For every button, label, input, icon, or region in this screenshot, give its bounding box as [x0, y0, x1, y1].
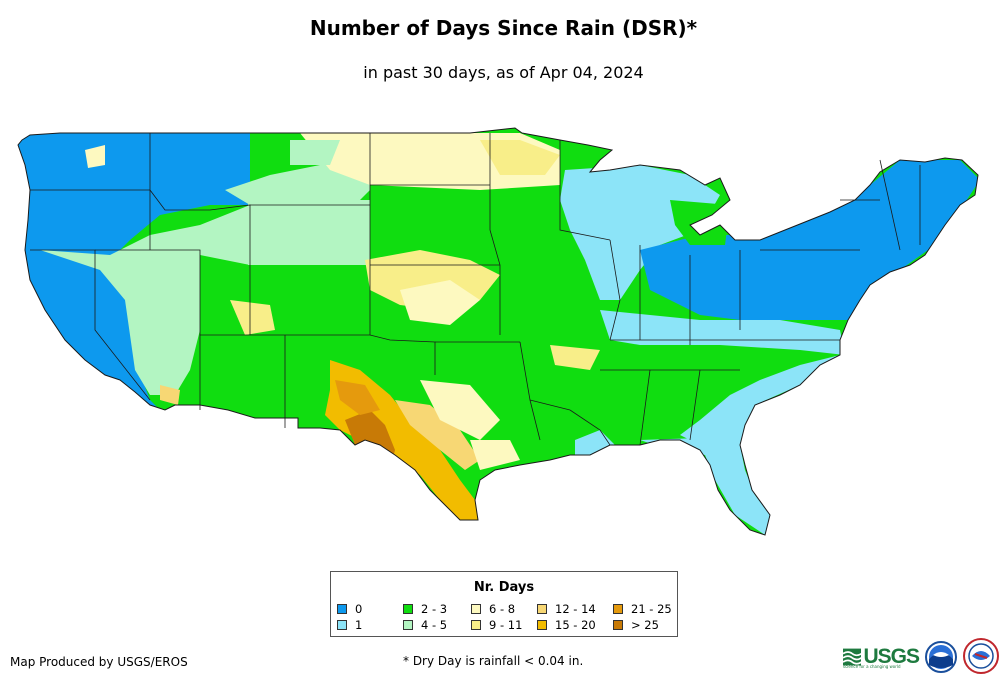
- dsr-region: [85, 145, 105, 168]
- nws-logo: [963, 638, 999, 674]
- legend-item: 15 - 20: [537, 618, 596, 632]
- state-border: [149, 189, 251, 265]
- legend-label: 6 - 8: [489, 602, 516, 616]
- usgs-wordmark: USGS: [863, 645, 920, 668]
- state-border: [369, 334, 436, 375]
- legend-title: Nr. Days: [473, 580, 535, 595]
- legend-item: 9 - 11: [471, 618, 522, 632]
- dsr-region: [160, 385, 180, 405]
- usgs-tagline: science for a changing world: [843, 664, 901, 669]
- dsr-region: [395, 400, 480, 470]
- dsr-region: [560, 165, 720, 300]
- legend-label: 15 - 20: [555, 618, 596, 632]
- legend: Nr. Days 0 1 2 - 3 4 - 5 6 - 8 9 - 11 12 - 14 1…: [330, 571, 678, 637]
- legend-item: 6 - 8: [471, 602, 515, 616]
- state-border: [609, 239, 621, 341]
- usgs-wave-icon: [843, 648, 862, 666]
- legend-label: 21 - 25: [631, 602, 672, 616]
- legend-swatch: [471, 604, 481, 614]
- dsr-region: [420, 380, 500, 440]
- usgs-logo: USGS: [843, 642, 920, 672]
- dsr-region: [400, 280, 480, 325]
- dsr-region: [680, 355, 840, 535]
- legend-item: 0: [337, 602, 362, 616]
- legend-label: 0: [355, 602, 363, 616]
- legend-swatch: [403, 604, 413, 614]
- state-border: [95, 249, 201, 335]
- dsr-region: [470, 440, 520, 470]
- dsr-region: [640, 438, 705, 455]
- dsr-region: [230, 300, 275, 335]
- legend-label: > 25: [631, 618, 659, 632]
- noaa-logo: [925, 641, 957, 673]
- dsr-region: [640, 160, 978, 320]
- state-border: [559, 140, 611, 241]
- dsr-region: [248, 200, 370, 265]
- legend-item: 12 - 14: [537, 602, 596, 616]
- legend-label: 4 - 5: [421, 618, 448, 632]
- state-border: [489, 229, 501, 266]
- legend-swatch: [537, 604, 547, 614]
- dry-day-footnote: * Dry Day is rainfall < 0.04 in.: [403, 654, 584, 668]
- legend-label: 9 - 11: [489, 618, 523, 632]
- legend-swatch: [337, 620, 347, 630]
- legend-item: 1: [337, 618, 362, 632]
- state-border: [689, 369, 701, 441]
- legend-item: 4 - 5: [403, 618, 447, 632]
- dsr-region: [290, 140, 340, 165]
- legend-swatch: [471, 620, 481, 630]
- legend-swatch: [337, 604, 347, 614]
- state-border: [879, 159, 901, 251]
- legend-item: 2 - 3: [403, 602, 447, 616]
- dsr-region: [40, 205, 250, 395]
- dsr-region: [600, 310, 845, 355]
- us-outline: [17, 127, 979, 536]
- legend-swatch: [537, 620, 547, 630]
- producer-credit: Map Produced by USGS/EROS: [10, 655, 188, 669]
- dsr-region: [480, 140, 560, 175]
- legend-swatch: [613, 604, 623, 614]
- state-border: [639, 369, 651, 446]
- legend-item: > 25: [613, 618, 659, 632]
- legend-label: 1: [355, 618, 363, 632]
- dsr-fill-regions: [18, 128, 978, 535]
- state-border: [529, 399, 571, 411]
- legend-item: 21 - 25: [613, 602, 672, 616]
- map-subtitle: in past 30 days, as of Apr 04, 2024: [363, 63, 644, 82]
- state-border: [569, 409, 611, 446]
- map-title: Number of Days Since Rain (DSR)*: [309, 16, 698, 40]
- dsr-region: [335, 380, 380, 415]
- legend-swatch: [403, 620, 413, 630]
- legend-label: 2 - 3: [421, 602, 448, 616]
- state-border: [30, 249, 151, 401]
- state-borders: [30, 133, 921, 446]
- dsr-region: [550, 345, 600, 370]
- legend-label: 12 - 14: [555, 602, 596, 616]
- legend-swatch: [613, 620, 623, 630]
